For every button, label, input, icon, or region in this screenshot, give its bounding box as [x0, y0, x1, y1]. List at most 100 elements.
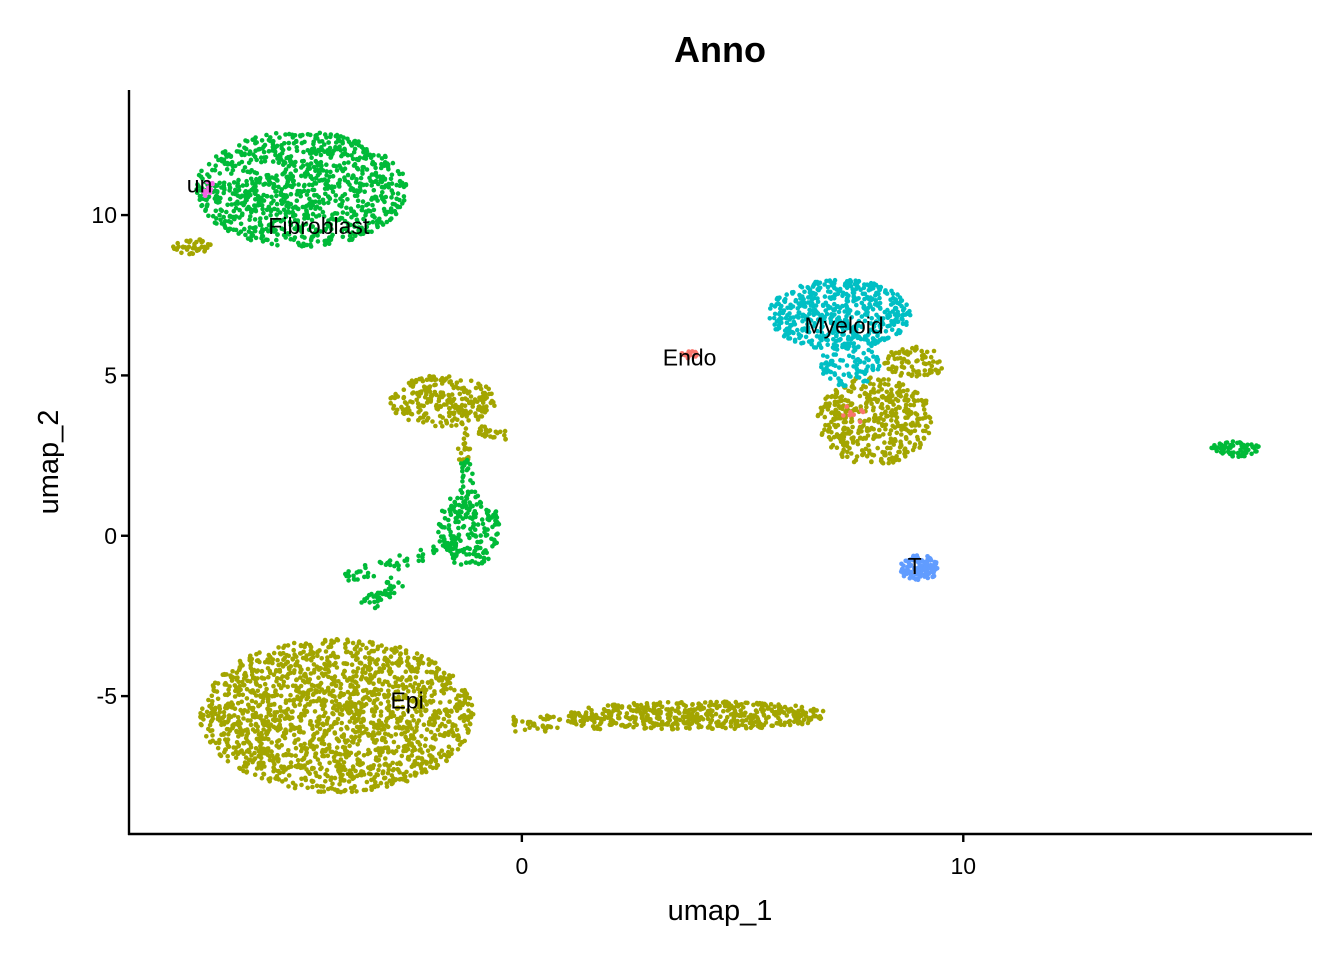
point-epi: [875, 434, 881, 439]
point-epi: [659, 726, 664, 732]
point-fibroblast: [222, 223, 227, 228]
point-epi: [860, 452, 865, 458]
point-fibroblast: [326, 140, 331, 145]
point-fibroblast: [389, 586, 394, 592]
point-fibroblast: [459, 548, 465, 553]
point-epi: [235, 715, 241, 720]
point-fibroblast: [389, 195, 394, 200]
point-epi: [222, 682, 228, 687]
point-fibroblast: [238, 229, 244, 234]
point-fibroblast: [304, 169, 310, 174]
point-epi: [296, 737, 301, 742]
point-epi: [349, 739, 355, 744]
point-epi: [329, 699, 335, 704]
point-epi: [393, 732, 399, 737]
point-epi: [302, 763, 307, 768]
point-epi: [250, 712, 256, 718]
point-epi: [470, 401, 476, 406]
point-epi: [383, 718, 389, 724]
point-fibroblast: [283, 193, 289, 198]
point-epi: [209, 693, 215, 699]
point-epi: [262, 681, 268, 687]
point-epi: [372, 686, 378, 692]
point-epi: [454, 702, 460, 707]
point-epi: [331, 706, 336, 711]
point-epi: [480, 390, 486, 396]
point-epi: [226, 744, 232, 750]
point-epi: [281, 645, 286, 650]
point-epi: [240, 663, 245, 668]
point-epi: [224, 739, 230, 745]
point-epi: [437, 732, 443, 737]
point-epi: [323, 649, 329, 654]
point-epi: [351, 674, 356, 679]
point-myeloid: [815, 296, 820, 301]
point-epi: [903, 421, 908, 427]
point-epi: [404, 719, 410, 724]
point-fibroblast: [404, 558, 410, 563]
point-epi: [597, 726, 603, 732]
point-epi: [875, 445, 880, 451]
point-epi: [252, 750, 257, 756]
point-epi: [371, 681, 376, 686]
point-epi: [361, 717, 366, 722]
point-epi: [269, 740, 275, 745]
point-fibroblast: [1249, 451, 1254, 457]
point-fibroblast: [311, 146, 317, 151]
point-epi: [226, 687, 231, 692]
point-epi: [721, 708, 726, 714]
point-epi: [867, 396, 873, 402]
point-epi: [428, 393, 434, 399]
point-fibroblast: [225, 202, 230, 208]
point-epi: [209, 706, 214, 711]
point-epi: [467, 721, 473, 727]
point-epi: [834, 445, 840, 451]
point-fibroblast: [259, 195, 264, 201]
point-epi: [230, 724, 236, 730]
point-epi: [297, 702, 303, 707]
point-epi: [286, 714, 292, 719]
point-epi: [355, 684, 361, 689]
point-fibroblast: [388, 176, 394, 182]
point-epi: [415, 686, 421, 691]
point-epi: [312, 667, 317, 673]
point-fibroblast: [205, 202, 210, 207]
point-epi: [314, 773, 319, 778]
point-epi: [835, 422, 841, 428]
point-epi: [294, 688, 299, 693]
point-epi: [308, 699, 314, 704]
point-fibroblast: [496, 522, 502, 527]
point-myeloid: [776, 325, 782, 331]
point-epi: [889, 418, 894, 423]
point-fibroblast: [222, 161, 228, 167]
point-myeloid: [822, 282, 827, 287]
point-epi: [520, 719, 525, 724]
point-epi: [382, 731, 388, 736]
point-fibroblast: [486, 556, 491, 562]
point-epi: [261, 727, 266, 732]
point-epi: [241, 740, 246, 746]
point-epi: [876, 389, 881, 394]
point-fibroblast: [311, 164, 317, 170]
point-epi: [454, 707, 460, 712]
point-epi: [738, 713, 744, 718]
point-epi: [849, 384, 855, 390]
point-epi: [793, 703, 798, 709]
point-fibroblast: [472, 489, 478, 495]
point-fibroblast: [230, 167, 236, 173]
point-epi: [461, 436, 467, 442]
point-epi: [345, 637, 350, 642]
point-epi: [839, 452, 844, 457]
point-epi: [311, 746, 317, 752]
point-epi: [447, 699, 453, 704]
point-epi: [440, 390, 446, 396]
point-epi: [442, 671, 447, 676]
point-epi: [302, 745, 307, 751]
point-fibroblast: [459, 503, 465, 509]
point-epi: [787, 722, 793, 728]
point-epi: [361, 787, 367, 793]
point-epi: [465, 727, 471, 732]
point-epi: [439, 678, 445, 683]
point-fibroblast: [362, 189, 368, 194]
point-fibroblast: [1221, 450, 1227, 455]
